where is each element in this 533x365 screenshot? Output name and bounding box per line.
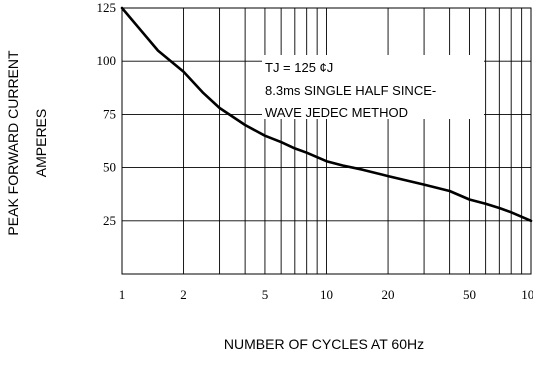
y-axis-label-line-2: AMPERES — [33, 109, 49, 177]
y-tick-label: 50 — [103, 160, 116, 175]
annotation-background — [262, 55, 484, 119]
annotation-line-2: 8.3ms SINGLE HALF SINCE- — [265, 83, 436, 98]
plot-frame — [121, 7, 532, 275]
x-axis-label: NUMBER OF CYCLES AT 60Hz — [224, 336, 424, 352]
y-tick-label: 125 — [97, 0, 117, 15]
x-tick-label: 100 — [521, 287, 533, 302]
grid-layer — [122, 7, 531, 274]
y-tick-label: 25 — [103, 213, 116, 228]
x-tick-label: 10 — [320, 287, 333, 302]
annotation-box: TJ = 125 ¢J 8.3ms SINGLE HALF SINCE- WAV… — [262, 55, 484, 120]
y-tick-label: 75 — [103, 106, 116, 121]
x-tick-label: 20 — [382, 287, 395, 302]
y-tick-labels: 25 50 75 100 125 — [97, 0, 117, 228]
x-tick-label: 1 — [119, 287, 126, 302]
x-tick-labels: 1 2 5 10 20 50 100 — [119, 287, 533, 302]
y-axis-label-line-1: PEAK FORWARD CURRENT — [5, 50, 21, 236]
x-tick-label: 2 — [180, 287, 187, 302]
annotation-line-3: WAVE JEDEC METHOD — [265, 105, 408, 120]
annotation-line-1: TJ = 125 ¢J — [265, 60, 333, 75]
x-tick-label: 5 — [262, 287, 269, 302]
x-tick-label: 50 — [463, 287, 476, 302]
y-tick-label: 100 — [97, 53, 117, 68]
curve-layer — [120, 6, 533, 223]
surge-current-curve — [120, 6, 533, 223]
